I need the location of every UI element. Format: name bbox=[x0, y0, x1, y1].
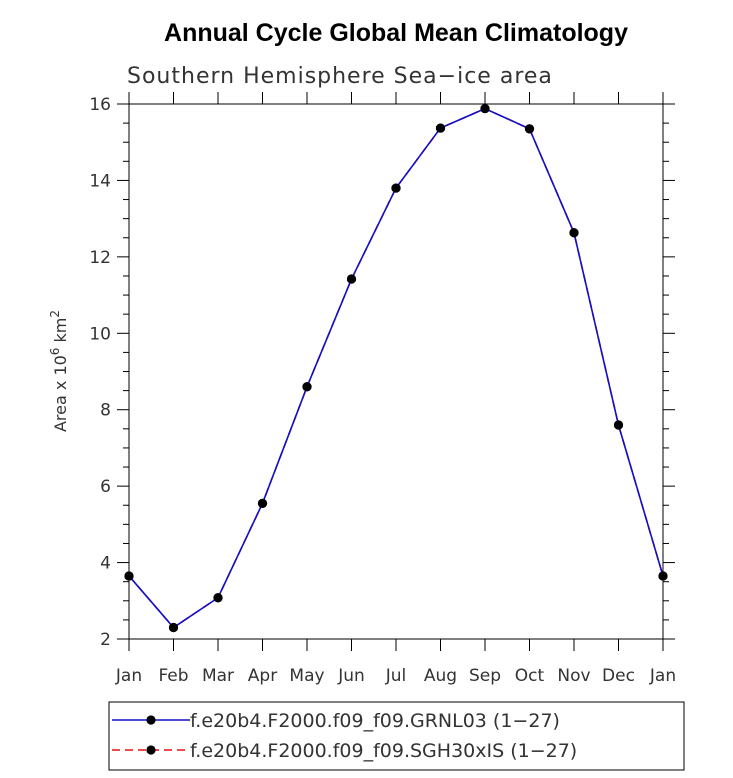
x-tick-label: Jun bbox=[337, 666, 365, 686]
x-tick-label: Jan bbox=[115, 666, 142, 686]
y-tick-label: 2 bbox=[100, 630, 111, 650]
y-axis: 2 4 6 8 10 12 14 16 bbox=[89, 95, 675, 650]
legend-box bbox=[108, 701, 685, 771]
y-tick-label: 14 bbox=[89, 171, 111, 191]
data-point bbox=[124, 571, 134, 581]
y-tick-label: 10 bbox=[89, 324, 111, 344]
data-point bbox=[435, 123, 446, 133]
data-point bbox=[213, 593, 223, 603]
data-point bbox=[391, 183, 401, 193]
data-point bbox=[480, 103, 490, 114]
x-tick-label: Apr bbox=[248, 666, 277, 686]
x-tick-label: May bbox=[289, 666, 324, 686]
x-tick-label: Nov bbox=[557, 666, 590, 686]
data-point bbox=[658, 571, 668, 581]
legend-marker-1 bbox=[146, 715, 156, 725]
x-tick-label: Dec bbox=[602, 666, 635, 686]
x-tick-label: Sep bbox=[469, 666, 501, 686]
data-point bbox=[257, 498, 268, 508]
legend-label-1: f.e20b4.F2000.f09_f09.GRNL03 (1−27) bbox=[190, 710, 560, 732]
legend-marker-2 bbox=[146, 745, 156, 755]
x-axis: Jan Feb Mar Apr May Jun Jul Aug Sep Oct Nov Dec Jan bbox=[115, 92, 676, 686]
x-tick-label: Jul bbox=[385, 666, 407, 686]
legend: f.e20b4.F2000.f09_f09.GRNL03 (1−27) f.e20… bbox=[112, 710, 577, 762]
y-tick-label: 16 bbox=[89, 95, 111, 115]
x-tick-label: Feb bbox=[158, 666, 188, 686]
y-tick-label: 4 bbox=[100, 554, 111, 574]
chart-title: Annual Cycle Global Mean Climatology bbox=[164, 19, 628, 47]
legend-label-2: f.e20b4.F2000.f09_f09.SGH30xIS (1−27) bbox=[190, 740, 577, 762]
y-tick-label: 8 bbox=[100, 401, 111, 421]
data-point bbox=[613, 420, 624, 430]
x-tick-label: Jan bbox=[649, 666, 676, 686]
data-point bbox=[524, 124, 535, 134]
y-axis-label: Area x 106 km2 bbox=[48, 310, 70, 432]
series-layer bbox=[124, 103, 668, 633]
x-tick-label: Oct bbox=[515, 666, 545, 686]
data-point bbox=[346, 274, 357, 284]
data-point bbox=[569, 228, 579, 238]
data-point bbox=[302, 382, 312, 392]
x-tick-label: Mar bbox=[202, 666, 234, 686]
x-tick-label: Aug bbox=[424, 666, 457, 686]
chart-subtitle: Southern Hemisphere Sea−ice area bbox=[127, 64, 553, 89]
y-tick-label: 12 bbox=[89, 248, 111, 268]
y-tick-label: 6 bbox=[100, 477, 111, 497]
data-point bbox=[168, 622, 179, 633]
